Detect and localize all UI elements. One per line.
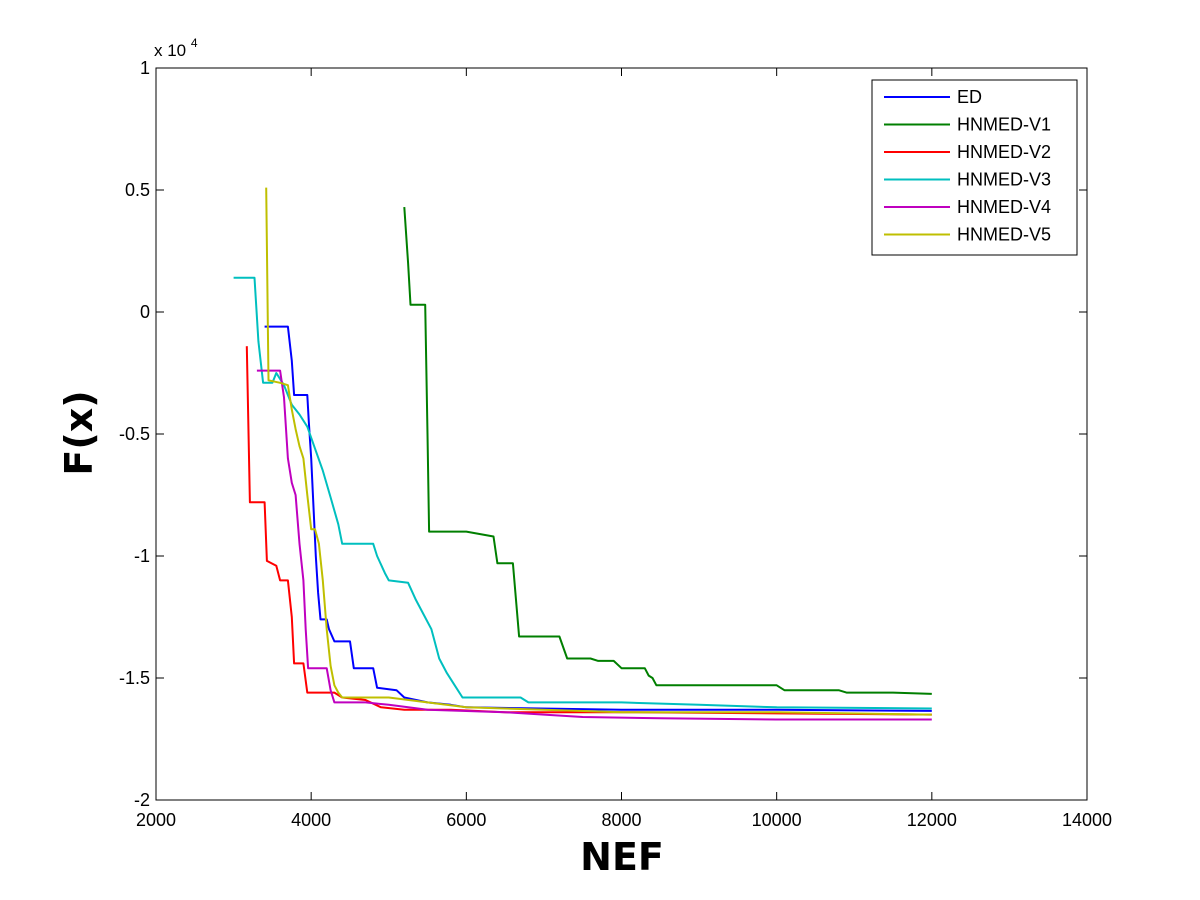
x-tick-label: 2000 (136, 810, 176, 830)
series-line-5 (256, 369, 932, 721)
y-axis-multiplier-exponent: 4 (191, 36, 198, 50)
y-tick-label: -1.5 (119, 668, 150, 688)
y-tick-label: -1 (134, 546, 150, 566)
y-axis-multiplier: x 10 4 (154, 36, 198, 60)
legend-label-4: HNMED-V3 (957, 170, 1051, 190)
series-layer (233, 187, 932, 721)
y-tick-label: -2 (134, 790, 150, 810)
legend-label-1: ED (957, 87, 982, 107)
legend-label-2: HNMED-V1 (957, 115, 1051, 135)
x-axis-title: NEF (580, 835, 664, 879)
legend-box (871, 79, 1078, 256)
series-line-4 (233, 276, 932, 710)
y-tick-label: 1 (140, 58, 150, 78)
y-axis-multiplier-base: x 10 (154, 41, 186, 60)
series-line-2 (403, 207, 932, 695)
x-tick-label: 4000 (291, 810, 331, 830)
legend-label-6: HNMED-V5 (957, 225, 1051, 245)
legend: ED HNMED-V1 HNMED-V2 HNMED-V3 HNMED-V4 HNMED-… (871, 79, 1078, 256)
y-tick-label: 0 (140, 302, 150, 322)
y-tick-label: -0.5 (119, 424, 150, 444)
x-tick-label: 6000 (446, 810, 486, 830)
y-tick-label: 0.5 (125, 180, 150, 200)
series-line-6 (265, 187, 932, 716)
x-tick-label: 14000 (1062, 810, 1112, 830)
x-tick-label: 8000 (601, 810, 641, 830)
legend-label-3: HNMED-V2 (957, 142, 1051, 162)
axes-layer: 2000 4000 6000 8000 10000 12000 14000 1 0.5 0 -0.5… (119, 58, 1112, 830)
y-axis-title: F(x) (57, 390, 101, 475)
series-line-1 (264, 325, 932, 712)
x-tick-label: 12000 (907, 810, 957, 830)
x-tick-label: 10000 (752, 810, 802, 830)
legend-label-5: HNMED-V4 (957, 197, 1051, 217)
